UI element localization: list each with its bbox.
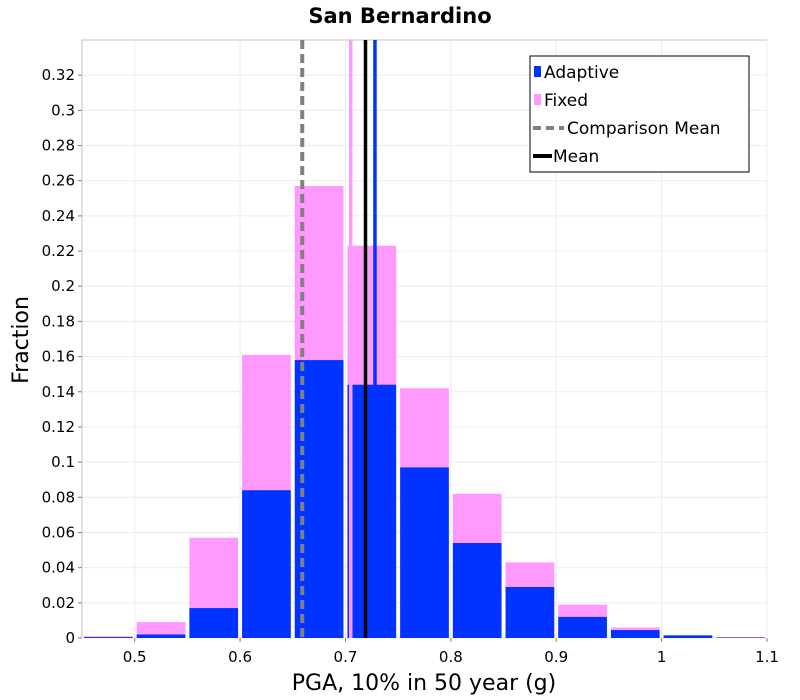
legend-adaptive-swatch [534,66,541,77]
y-tick-label: 0.28 [42,137,75,155]
adaptive-bar [347,384,397,638]
y-tick-label: 0.04 [42,559,75,577]
x-axis: 0.5 0.6 0.7 0.8 0.9 1 1.1 [123,638,779,666]
y-tick-label: 0 [65,629,75,647]
adaptive-bar [189,608,239,638]
y-tick-label: 0.2 [51,277,75,295]
x-tick-label: 0.8 [439,648,463,666]
adaptive-bar [663,635,713,638]
x-tick-label: 0.9 [544,648,568,666]
mean-lines-group [300,40,377,638]
y-tick-label: 0.3 [51,101,75,119]
adaptive-bar [716,637,765,638]
y-tick-label: 0.26 [42,172,75,190]
adaptive-bar [294,360,344,638]
x-tick-label: 1.1 [755,648,779,666]
adaptive-bar [242,490,291,638]
legend-fixed-label: Fixed [544,91,588,111]
x-tick-label: 0.7 [334,648,358,666]
y-tick-label: 0.1 [51,453,75,471]
legend: Adaptive Fixed Comparison Mean Mean [529,55,750,173]
y-tick-label: 0.16 [42,348,75,366]
legend-box [529,55,750,173]
x-tick-label: 0.5 [123,648,147,666]
y-axis-title: Fraction [9,296,34,384]
x-tick-label: 1 [657,648,667,666]
y-tick-label: 0.12 [42,418,75,436]
y-tick-label: 0.18 [42,312,75,330]
legend-adaptive-label: Adaptive [544,63,619,83]
y-tick-label: 0.14 [42,383,75,401]
y-tick-label: 0.24 [42,207,75,225]
y-tick-label: 0.02 [42,594,75,612]
legend-fixed-swatch [534,94,541,105]
adaptive-bar [84,637,133,638]
legend-comparison-mean-label: Comparison Mean [567,119,721,139]
chart-title: San Bernardino [308,4,491,28]
y-tick-label: 0.08 [42,488,75,506]
y-tick-label: 0.32 [42,66,75,84]
adaptive-bar [400,467,449,638]
y-axis: 0 0.02 0.04 0.06 0.08 0.1 0.12 0.14 0.16 0.18 0.2 0… [42,66,82,647]
adaptive-bar [505,586,555,638]
adaptive-bar [610,630,660,638]
adaptive-bar [136,634,186,638]
adaptive-bar [558,616,607,638]
y-tick-label: 0.06 [42,523,75,541]
y-tick-label: 0.22 [42,242,75,260]
x-axis-title: PGA, 10% in 50 year (g) [292,671,556,696]
x-tick-label: 0.6 [228,648,252,666]
fixed-bar [136,622,186,638]
legend-mean-label: Mean [553,147,599,167]
bars-group [84,185,765,638]
adaptive-bar [452,543,502,638]
